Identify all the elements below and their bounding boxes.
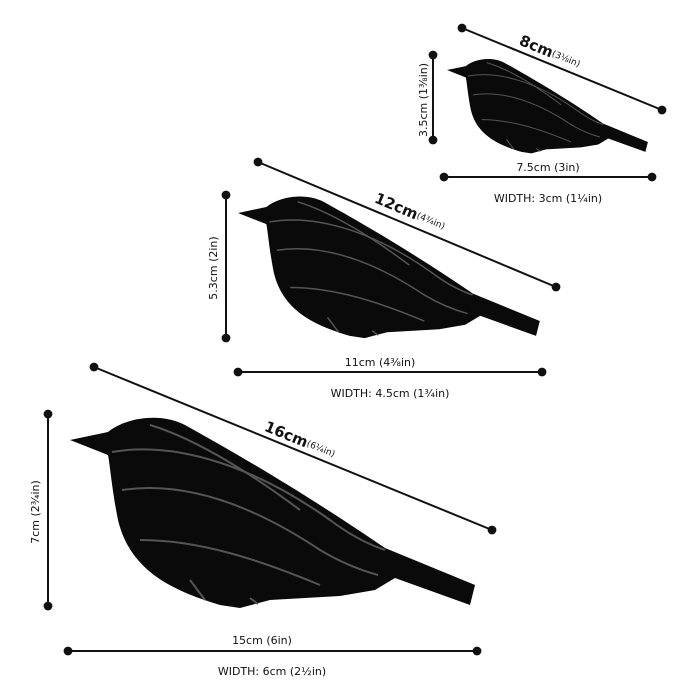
length-label: 12cm(4¾in) (372, 189, 448, 235)
width-label: WIDTH: 4.5cm (1¾in) (331, 387, 450, 400)
bird-large: 16cm(6¼in) 7cm (2¾in) 15cm (6in) WIDTH: … (29, 362, 497, 678)
length-label: 8cm(3⅛in) (517, 31, 584, 72)
width-label: WIDTH: 3cm (1¼in) (494, 192, 602, 205)
length-line (89, 362, 497, 535)
height-label: 5.3cm (2in) (207, 236, 220, 299)
bird-small: 8cm(3⅛in) 3.5cm (1⅜in) 7.5cm (3in) WIDTH… (417, 23, 667, 205)
base-label: 7.5cm (3in) (516, 161, 579, 174)
base-label: 15cm (6in) (232, 634, 292, 647)
height-label: 3.5cm (1⅜in) (417, 63, 430, 137)
width-label: WIDTH: 6cm (2½in) (218, 665, 326, 678)
base-label: 11cm (4⅜in) (345, 356, 416, 369)
length-line (457, 23, 667, 115)
height-label: 7cm (2¾in) (29, 480, 42, 544)
length-line (253, 157, 561, 292)
